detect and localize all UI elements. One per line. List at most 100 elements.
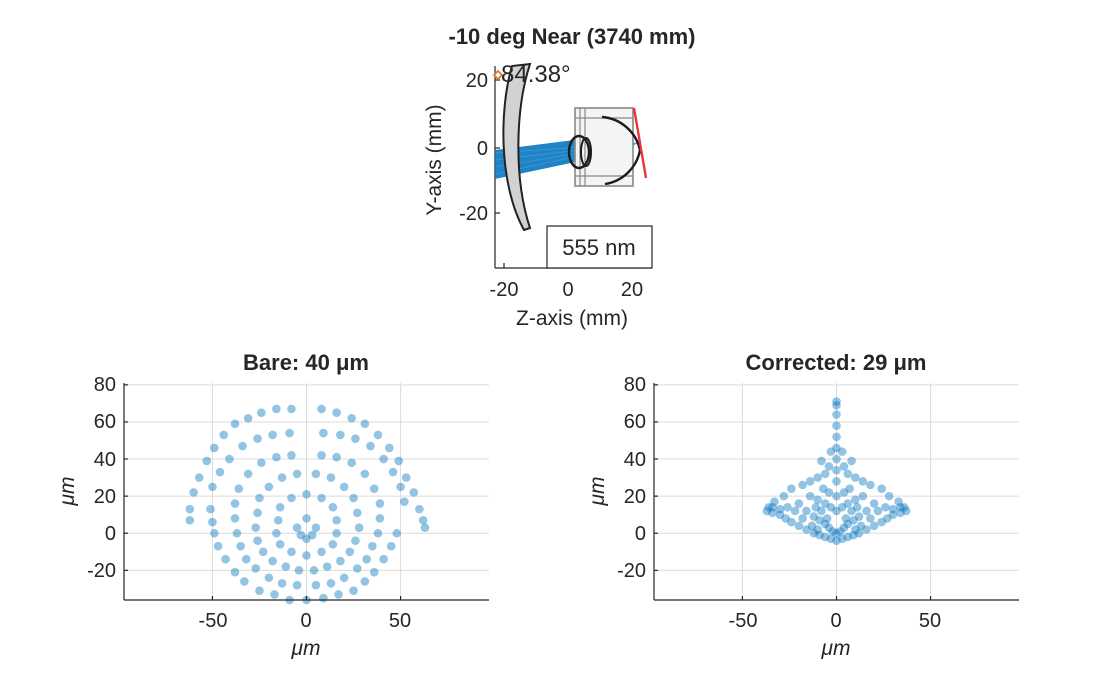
corrected-ticks (654, 384, 932, 600)
bare-spot-point (215, 467, 225, 477)
corrected-spot-point (896, 502, 905, 512)
bare-grid (124, 383, 489, 600)
corrected-spot-point (824, 462, 834, 471)
corrected-spot-point (854, 512, 864, 521)
wavelength-label: 555 nm (562, 235, 635, 260)
corrected-spot-point (843, 519, 853, 529)
bare-spot-point (384, 443, 394, 453)
corrected-spot-point (858, 476, 868, 486)
bare-spot-point (369, 567, 379, 577)
corrected-spot-point (779, 491, 789, 501)
corrected-spot-point (884, 491, 894, 501)
bare-spot-point (360, 419, 370, 429)
bare-spot-point (379, 454, 388, 464)
corrected-spot-point (847, 506, 856, 516)
bare-spot-point (302, 534, 311, 544)
corrected-spot-point (820, 499, 830, 508)
bare-spot-point (336, 556, 345, 566)
corrected-points (762, 397, 911, 545)
corrected-spot-point (832, 443, 841, 453)
bare-xtick-label: 0 (300, 610, 311, 632)
corrected-spot-point (839, 462, 849, 471)
bare-spot-point (185, 504, 195, 514)
bare-spot-point (287, 547, 296, 557)
corrected-spot-point (843, 499, 853, 508)
bare-spot-point (420, 523, 430, 532)
bare-spot-point (275, 502, 285, 512)
bare-spot-point (332, 452, 341, 462)
bare-spot-point (268, 430, 277, 440)
corrected-spot-point (822, 514, 832, 523)
corrected-spot-point (882, 514, 892, 523)
diagram-y-axis-label: Y-axis (mm) (423, 104, 446, 215)
bare-spot-point (287, 404, 296, 414)
corrected-spot-point (866, 514, 875, 523)
bare-spot-point (386, 541, 396, 551)
bare-spot-point (401, 473, 411, 482)
bare-spot-point (369, 484, 379, 494)
corrected-spot-point (881, 502, 890, 512)
bare-spot-point (253, 536, 262, 545)
bare-spot-point (311, 469, 321, 479)
bare-y-axis-label: μm (56, 477, 79, 507)
bare-spot-point (319, 593, 328, 603)
corrected-y-axis-label: μm (586, 477, 609, 507)
corrected-spot-point (888, 504, 898, 514)
bare-ytick-label: 60 (94, 411, 116, 433)
bare-spot-point (251, 564, 261, 573)
corrected-spot-point (896, 508, 905, 518)
bare-spot-point (255, 586, 264, 596)
diagram-ytick-label: 20 (466, 70, 488, 92)
corrected-spot-point (832, 410, 841, 419)
bare-spot-point (302, 514, 311, 523)
bare-x-axis-label: μm (291, 637, 321, 660)
corrected-spot-point (815, 515, 824, 525)
small-lens (567, 134, 591, 170)
corrected-spot-point (826, 502, 836, 512)
corrected-spot-point (820, 469, 830, 479)
corrected-spot-point (790, 506, 800, 516)
corrected-spot-point (768, 502, 777, 512)
corrected-spot-point (839, 523, 849, 532)
bare-spot-point (230, 514, 240, 523)
bare-spot-point (268, 556, 277, 566)
corrected-spot-point (820, 519, 830, 529)
corrected-spot-point (832, 465, 841, 475)
corrected-spot-point (849, 530, 858, 540)
bare-spot-point (253, 434, 262, 443)
corrected-spot-point (805, 491, 815, 501)
bare-spot-point (349, 493, 358, 503)
corrected-spot-point (807, 521, 817, 531)
bare-spot-point (309, 566, 319, 575)
bare-spot-point (208, 517, 217, 527)
corrected-spot-point (798, 480, 807, 490)
corrected-spot-point (832, 476, 841, 486)
bare-spot-point (328, 502, 338, 512)
angle-annotation: 84.38° (501, 61, 571, 88)
bare-spot-point (273, 515, 283, 525)
bare-ytick-label: 0 (105, 523, 116, 545)
bare-spot-point (368, 541, 377, 551)
front-lens (502, 62, 532, 232)
corrected-spot-point (832, 432, 841, 442)
bare-spot-point (394, 456, 403, 466)
corrected-ytick-label: -20 (617, 560, 646, 582)
corrected-spot-point (809, 528, 819, 538)
corrected-spot-point (832, 400, 841, 410)
corrected-spot-point (824, 488, 834, 497)
corrected-spot-point (869, 521, 879, 531)
corrected-spot-point (851, 525, 860, 534)
bare-spot-point (255, 493, 264, 503)
corrected-spot-point (877, 517, 886, 527)
bare-spot-point (285, 428, 294, 438)
corrected-ytick-label: 20 (624, 486, 646, 508)
sensor-plane (632, 107, 648, 179)
bare-spot-point (264, 573, 274, 583)
bare-spot-point (236, 541, 245, 551)
bare-spot-point (373, 430, 383, 440)
corrected-spot-point (851, 473, 860, 482)
bare-spot-point (307, 530, 317, 540)
corrected-spot-point (762, 506, 772, 516)
corrected-spot-point (877, 484, 886, 494)
corrected-spot-point (849, 515, 858, 525)
